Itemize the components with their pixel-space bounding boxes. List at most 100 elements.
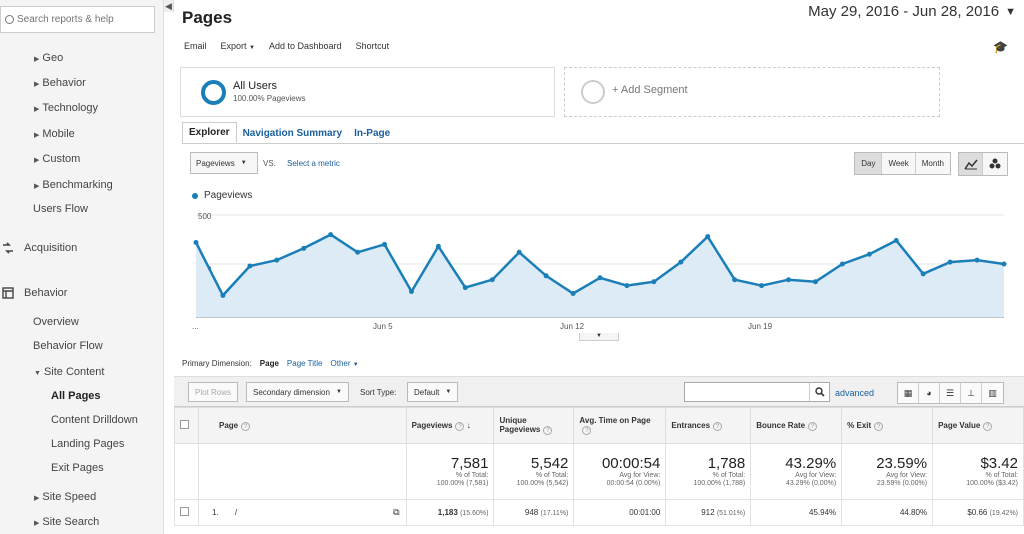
data-point[interactable]	[274, 257, 280, 263]
sidebar-item-site-content[interactable]: ▼ Site Content	[34, 366, 104, 378]
data-point[interactable]	[786, 277, 792, 283]
metric-dropdown[interactable]: Pageviews ▼	[190, 152, 258, 174]
sidebar-item-custom[interactable]: ▶ Custom	[34, 153, 80, 165]
sidebar-item-overview[interactable]: Overview	[33, 316, 79, 328]
data-point[interactable]	[812, 279, 818, 285]
performance-view-icon[interactable]: ☰	[940, 383, 961, 403]
search-icon[interactable]	[809, 383, 829, 401]
select-metric-link[interactable]: Select a metric	[287, 159, 340, 168]
data-point[interactable]	[193, 239, 199, 245]
data-point[interactable]	[597, 275, 603, 281]
search-box[interactable]	[0, 6, 155, 33]
data-point[interactable]	[355, 249, 361, 255]
data-point[interactable]	[893, 238, 899, 243]
data-point[interactable]	[651, 279, 657, 285]
sort-type-dropdown[interactable]: Default ▼	[407, 382, 459, 402]
sidebar-item-behavior-flow[interactable]: Behavior Flow	[33, 340, 103, 352]
help-icon[interactable]: ?	[713, 421, 723, 431]
comparison-view-icon[interactable]: ⊥	[961, 383, 982, 403]
dimension-other[interactable]: Other ▼	[331, 359, 359, 368]
data-point[interactable]	[489, 277, 495, 283]
tab-in-page[interactable]: In-Page	[354, 128, 391, 139]
help-icon[interactable]: ?	[874, 421, 884, 431]
search-input[interactable]	[17, 14, 147, 25]
help-icon[interactable]: ?	[983, 421, 993, 431]
segment-all-users[interactable]: All Users 100.00% Pageviews	[180, 67, 555, 117]
header-entrances[interactable]: Entrances?	[665, 407, 752, 444]
data-point[interactable]	[328, 232, 334, 238]
sidebar-item-mobile[interactable]: ▶ Mobile	[34, 128, 75, 140]
data-point[interactable]	[247, 263, 253, 269]
data-point[interactable]	[516, 249, 522, 255]
email-button[interactable]: Email	[184, 41, 207, 51]
dimension-page-title[interactable]: Page Title	[286, 359, 323, 368]
data-point[interactable]	[947, 259, 953, 265]
data-point[interactable]	[624, 283, 630, 289]
sidebar-item-content-drilldown[interactable]: Content Drilldown	[51, 414, 138, 426]
header-pageviews[interactable]: Pageviews? ↓	[405, 407, 495, 444]
sidebar-item-all-pages[interactable]: All Pages	[51, 390, 101, 402]
data-point[interactable]	[920, 271, 926, 277]
data-point[interactable]	[678, 259, 684, 265]
data-point[interactable]	[543, 273, 549, 279]
data-point[interactable]	[974, 257, 980, 263]
shortcut-button[interactable]: Shortcut	[355, 41, 390, 51]
date-range-picker[interactable]: May 29, 2016 - Jun 28, 2016 ▼	[808, 3, 1016, 20]
sidebar-item-site-speed[interactable]: ▶ Site Speed	[34, 491, 96, 503]
secondary-dimension-dropdown[interactable]: Secondary dimension ▼	[246, 382, 349, 402]
open-page-icon[interactable]: ⧉	[393, 507, 400, 517]
pivot-view-icon[interactable]: ▥	[982, 383, 1003, 403]
export-button[interactable]: Export ▼	[221, 41, 255, 51]
help-icon[interactable]: ?	[808, 421, 818, 431]
add-segment-box[interactable]: + Add Segment	[564, 67, 940, 117]
data-point[interactable]	[435, 243, 441, 249]
advanced-filter-link[interactable]: advanced	[835, 388, 875, 398]
tab-navigation-summary[interactable]: Navigation Summary	[242, 128, 343, 139]
help-icon[interactable]: ?	[543, 426, 553, 435]
collapse-sidebar-icon[interactable]: ◀	[164, 0, 174, 12]
data-point[interactable]	[570, 290, 576, 296]
table-search-input[interactable]	[685, 383, 809, 401]
add-to-dashboard-button[interactable]: Add to Dashboard	[269, 41, 342, 51]
help-icon[interactable]: ?	[455, 421, 465, 431]
line-chart-icon[interactable]	[959, 153, 983, 175]
motion-chart-icon[interactable]	[983, 153, 1007, 175]
data-point[interactable]	[301, 245, 307, 251]
header-page[interactable]: Page?	[197, 407, 407, 444]
data-point[interactable]	[220, 292, 226, 298]
data-point[interactable]	[759, 283, 765, 289]
header-exit[interactable]: % Exit?	[841, 407, 934, 444]
sidebar-item-users-flow[interactable]: Users Flow	[33, 203, 88, 215]
data-point[interactable]	[705, 234, 711, 240]
sidebar-item-behavior[interactable]: Behavior	[2, 287, 67, 299]
help-icon[interactable]: ?	[241, 421, 251, 431]
data-point[interactable]	[1001, 261, 1007, 267]
header-bounce-rate[interactable]: Bounce Rate?	[750, 407, 843, 444]
header-page-value[interactable]: Page Value?	[932, 407, 1024, 444]
sidebar-item-behavior-audience[interactable]: ▶ Behavior	[34, 77, 86, 89]
tab-explorer[interactable]: Explorer	[182, 122, 237, 143]
header-unique-pageviews[interactable]: Unique Pageviews?	[493, 407, 575, 444]
data-table-view-icon[interactable]: ▦	[898, 383, 919, 403]
period-day-button[interactable]: Day	[855, 153, 883, 174]
select-all-checkbox[interactable]	[180, 420, 189, 429]
header-avg-time[interactable]: Avg. Time on Page?	[573, 407, 667, 444]
data-point[interactable]	[408, 289, 414, 294]
help-icon[interactable]: ?	[582, 426, 592, 435]
dimension-page[interactable]: Page	[259, 359, 279, 368]
row-page-link[interactable]: /	[234, 508, 238, 517]
sidebar-item-exit-pages[interactable]: Exit Pages	[51, 462, 104, 474]
chart-resize-handle[interactable]: ▼	[579, 333, 619, 341]
sidebar-item-geo[interactable]: ▶ Geo	[34, 52, 63, 64]
data-point[interactable]	[382, 241, 388, 247]
sidebar-item-technology[interactable]: ▶ Technology	[34, 102, 98, 114]
data-point[interactable]	[839, 261, 845, 267]
sidebar-item-landing-pages[interactable]: Landing Pages	[51, 438, 124, 450]
row-checkbox[interactable]	[180, 507, 189, 516]
data-point[interactable]	[866, 251, 872, 257]
sidebar-item-site-search[interactable]: ▶ Site Search	[34, 516, 99, 528]
graduation-cap-icon[interactable]: 🎓	[993, 40, 1008, 54]
sidebar-item-benchmarking[interactable]: ▶ Benchmarking	[34, 179, 113, 191]
sidebar-item-acquisition[interactable]: Acquisition	[2, 242, 77, 254]
period-month-button[interactable]: Month	[915, 153, 950, 174]
